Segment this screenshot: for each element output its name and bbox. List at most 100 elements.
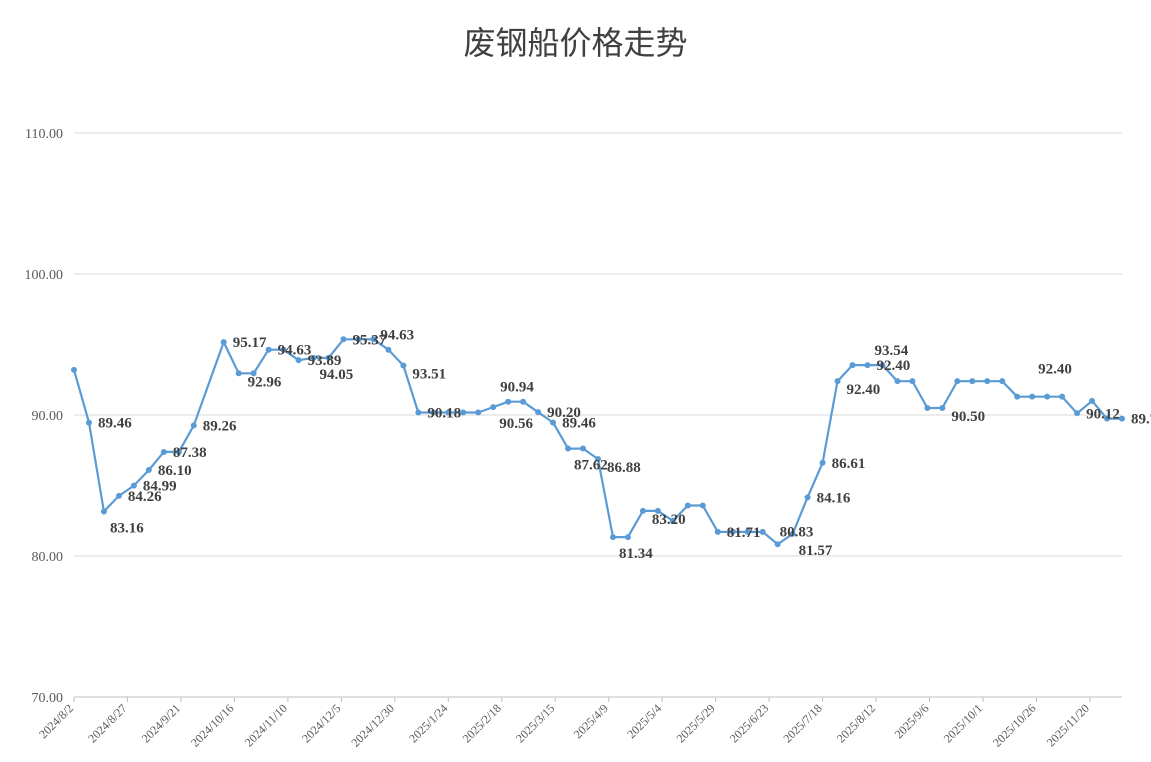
x-tick-label: 2024/12/30 — [348, 701, 397, 750]
data-point — [789, 530, 796, 537]
data-label: 95.37 — [352, 332, 386, 348]
x-tick-label: 2025/5/4 — [624, 701, 664, 741]
y-tick-label: 90.00 — [32, 409, 64, 424]
data-point — [774, 541, 781, 548]
data-point — [550, 419, 557, 426]
data-label: 84.26 — [128, 489, 162, 505]
data-label: 94.63 — [380, 328, 414, 344]
x-tick-label: 2024/11/10 — [242, 701, 290, 749]
data-point — [580, 445, 587, 452]
data-point — [1089, 397, 1096, 404]
data-point — [265, 346, 272, 353]
data-point — [654, 507, 661, 514]
data-label: 87.38 — [173, 445, 207, 461]
data-point — [729, 528, 736, 535]
data-point — [175, 448, 182, 455]
data-point — [684, 502, 691, 509]
x-tick-label: 2024/9/21 — [139, 701, 183, 745]
data-label: 89.74 — [1131, 412, 1151, 428]
data-point — [1014, 393, 1021, 400]
x-tick-label: 2025/10/26 — [990, 701, 1039, 750]
data-points — [71, 336, 1125, 548]
data-point — [894, 378, 901, 385]
data-point — [355, 336, 362, 343]
data-label: 90.94 — [500, 380, 534, 396]
data-point — [130, 482, 137, 489]
data-label: 92.40 — [847, 382, 881, 398]
series-line — [72, 338, 1122, 546]
data-point — [145, 466, 152, 473]
data-point — [340, 336, 347, 343]
x-tick-label: 2025/8/12 — [834, 701, 878, 745]
x-tick-label: 2024/12/5 — [299, 701, 343, 745]
data-label: 95.17 — [233, 335, 267, 351]
x-tick-label: 2025/3/15 — [513, 701, 557, 745]
data-point — [85, 419, 92, 426]
data-label: 90.20 — [547, 405, 581, 421]
data-point — [490, 404, 497, 411]
data-label: 81.71 — [727, 525, 761, 541]
data-point — [834, 378, 841, 385]
data-label: 90.12 — [1086, 406, 1120, 422]
data-label: 93.54 — [874, 343, 908, 359]
data-label: 90.56 — [499, 416, 533, 432]
data-label: 89.46 — [98, 416, 132, 432]
data-label: 86.10 — [158, 463, 192, 479]
data-point — [804, 494, 811, 501]
data-point — [669, 517, 676, 524]
data-label: 92.40 — [876, 358, 910, 374]
y-tick-label: 100.00 — [25, 268, 64, 283]
x-tick-label: 2025/7/18 — [780, 701, 824, 745]
data-label: 86.61 — [832, 456, 866, 472]
data-label: 81.57 — [799, 543, 833, 559]
y-tick-label: 80.00 — [32, 550, 64, 565]
data-point — [879, 362, 886, 369]
chart-title: 废钢船价格走势 — [463, 24, 688, 62]
data-point — [849, 362, 856, 369]
data-point — [609, 534, 616, 541]
x-tick-label: 2025/1/24 — [406, 701, 450, 745]
data-label: 84.16 — [817, 490, 851, 506]
data-point — [385, 346, 392, 353]
data-point — [220, 339, 227, 346]
data-point — [160, 448, 167, 455]
x-tick-label: 2024/10/16 — [188, 701, 237, 750]
data-label: 90.18 — [427, 405, 461, 421]
data-point — [235, 370, 242, 377]
data-point — [1059, 393, 1066, 400]
data-point — [295, 357, 302, 364]
data-point — [864, 362, 871, 369]
data-point — [535, 409, 542, 416]
x-tick-label: 2025/5/29 — [673, 701, 717, 745]
data-label: 83.16 — [110, 520, 144, 536]
data-point — [639, 507, 646, 514]
data-label: 92.96 — [248, 374, 282, 390]
data-point — [1119, 415, 1125, 422]
y-axis: 70.00 80.00 90.00 100.00 110.00 — [25, 127, 64, 706]
x-tick-label: 2025/11/20 — [1044, 701, 1092, 749]
data-point — [924, 404, 931, 411]
data-point — [624, 534, 631, 541]
x-axis: 2024/8/2 2024/8/27 2024/9/21 2024/10/16 2024… — [36, 696, 1122, 750]
data-point — [430, 409, 437, 416]
data-point — [984, 378, 991, 385]
data-point — [909, 378, 916, 385]
data-point — [699, 502, 706, 509]
data-label: 94.05 — [320, 367, 354, 383]
data-point — [370, 336, 377, 343]
data-point — [190, 422, 197, 429]
data-point — [115, 492, 122, 499]
data-point — [954, 378, 961, 385]
y-tick-label: 70.00 — [32, 691, 64, 706]
data-label: 94.63 — [278, 343, 312, 359]
data-point — [759, 528, 766, 535]
data-point — [415, 409, 422, 416]
x-tick-label: 2024/8/27 — [85, 701, 129, 745]
data-point — [1074, 410, 1081, 417]
data-point — [565, 445, 572, 452]
data-label: 84.99 — [143, 479, 177, 495]
x-tick-label: 2025/9/6 — [892, 701, 932, 741]
data-point — [714, 528, 721, 535]
